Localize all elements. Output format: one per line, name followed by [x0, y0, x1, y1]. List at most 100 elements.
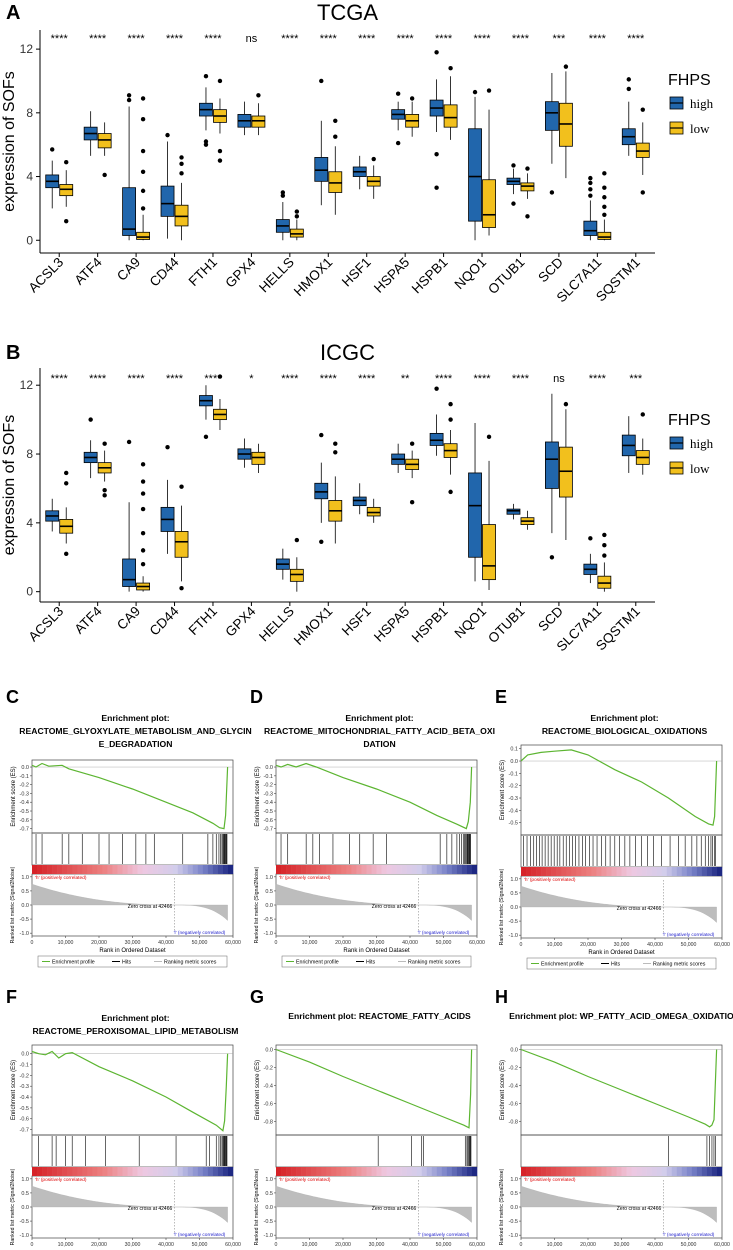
- es-frame: [275, 759, 478, 834]
- rank-heat-segment: [326, 1167, 332, 1176]
- rank-heat-segment: [706, 867, 713, 876]
- rank-heat-segment: [336, 1167, 342, 1176]
- rank-heat-segment: [561, 1167, 567, 1176]
- outlier-point: [525, 214, 530, 219]
- outlier-point: [256, 93, 261, 98]
- rank-heat-segment: [626, 1167, 632, 1176]
- outlier-point: [525, 166, 530, 171]
- outlier-point: [140, 148, 146, 154]
- hits-frame: [275, 1134, 478, 1168]
- negative-correlated-label: 'l' (negatively correlated): [174, 1232, 226, 1238]
- rank-heat-segment: [446, 1167, 453, 1176]
- rank-heat-segment: [641, 1167, 647, 1176]
- metric-tick-label: 1.0: [21, 1177, 29, 1183]
- rank-heat-segment: [651, 867, 657, 876]
- outlier-point: [102, 441, 107, 446]
- x-tick-label: 30,000: [125, 940, 141, 946]
- rank-heat-segment: [401, 865, 407, 874]
- es-tick-label: -0.4: [509, 808, 518, 814]
- metric-tick-label: 1.0: [265, 875, 273, 881]
- outlier-point: [102, 487, 107, 493]
- metric-tick-label: -1.0: [509, 1233, 518, 1239]
- gsea-panel-G: G Enrichment plot: REACTOME_FATTY_ACIDS 0.…: [250, 987, 485, 1248]
- outlier-point: [640, 107, 645, 112]
- positive-correlated-label: 'h' (positively correlated): [524, 877, 576, 883]
- rank-heat-segment: [92, 1167, 98, 1176]
- es-tick-label: -0.7: [20, 827, 29, 833]
- outlier-point: [179, 484, 184, 489]
- outlier-point: [64, 481, 69, 486]
- outlier-point: [179, 586, 184, 591]
- rank-heat-segment: [207, 865, 214, 874]
- box-low: [482, 179, 496, 228]
- ranking-metric-area: [275, 1185, 472, 1223]
- rank-heat-segment: [72, 1167, 78, 1176]
- rank-heat-segment: [661, 867, 668, 876]
- metric-tick-label: 1.0: [21, 875, 29, 881]
- x-tick-label: 30,000: [614, 942, 630, 948]
- metric-tick-label: -1.0: [509, 933, 518, 939]
- rank-heat-segment: [556, 1167, 562, 1176]
- significance-label: ****: [397, 33, 415, 45]
- rank-heat-segment: [227, 865, 234, 874]
- outlier-point: [434, 152, 439, 157]
- outlier-point: [319, 78, 324, 84]
- y-tick-label: 8: [26, 447, 33, 461]
- rank-heat-segment: [97, 865, 103, 874]
- rank-heat-segment: [107, 865, 113, 874]
- box-low: [251, 451, 266, 465]
- panel-label: D: [250, 687, 263, 707]
- rank-heat-segment: [356, 1167, 362, 1176]
- significance-label: ns: [246, 33, 258, 45]
- rank-heat-segment: [556, 867, 562, 876]
- rank-heat-segment: [391, 865, 397, 874]
- outlier-point: [602, 553, 607, 558]
- rank-heat-segment: [646, 1167, 652, 1176]
- outlier-point: [140, 206, 146, 211]
- rank-heat-segment: [217, 865, 224, 874]
- es-tick-label: -0.4: [509, 1084, 518, 1090]
- es-tick-label: -0.6: [509, 1102, 518, 1108]
- metric-tick-label: 0.5: [21, 1191, 29, 1197]
- es-tick-label: -0.5: [509, 821, 518, 827]
- x-tick-label: 60,000: [225, 940, 241, 946]
- outlier-point: [395, 91, 401, 96]
- enrichment-profile-line: [31, 762, 229, 830]
- metric-tick-label: -0.5: [264, 1219, 273, 1225]
- significance-label: ****: [512, 33, 530, 45]
- rank-heat-segment: [301, 1167, 307, 1176]
- outlier-point: [140, 491, 146, 496]
- es-tick-label: -0.4: [264, 1084, 273, 1090]
- outlier-point: [333, 118, 338, 123]
- outlier-point: [140, 561, 146, 567]
- legend-label: low: [690, 461, 710, 476]
- es-tick-label: -0.2: [509, 784, 518, 790]
- rank-heat-segment: [676, 1167, 683, 1176]
- rank-heat-segment: [142, 865, 148, 874]
- significance-label: ****: [512, 373, 530, 385]
- outlier-point: [217, 158, 223, 163]
- rank-heat-segment: [187, 1167, 194, 1176]
- outlier-point: [102, 493, 107, 498]
- es-tick-label: 0.0: [510, 1048, 518, 1054]
- es-tick-label: 0.0: [265, 1048, 273, 1054]
- y-tick-label: 0: [26, 233, 33, 247]
- metric-tick-label: 1.0: [510, 877, 518, 883]
- rank-heat-segment: [197, 1167, 204, 1176]
- significance-label: *: [249, 373, 254, 385]
- rank-heat-segment: [137, 865, 143, 874]
- rank-heat-segment: [207, 1167, 214, 1176]
- gsea-panel-F: F Enrichment plot: REACTOME_PEROXISOMAL_LI…: [6, 987, 241, 1248]
- rank-heat-segment: [67, 865, 73, 874]
- x-tick-label: CA9: [114, 255, 143, 284]
- outlier-point: [140, 479, 146, 484]
- rank-heat-segment: [386, 1167, 392, 1176]
- significance-label: ****: [589, 33, 607, 45]
- es-tick-label: -0.2: [264, 783, 273, 789]
- rank-heat-segment: [142, 1167, 148, 1176]
- gsea-legend-label: Hits: [122, 960, 131, 966]
- box-high: [468, 128, 482, 222]
- rank-heat-segment: [666, 867, 673, 876]
- positive-correlated-label: 'h' (positively correlated): [279, 875, 331, 881]
